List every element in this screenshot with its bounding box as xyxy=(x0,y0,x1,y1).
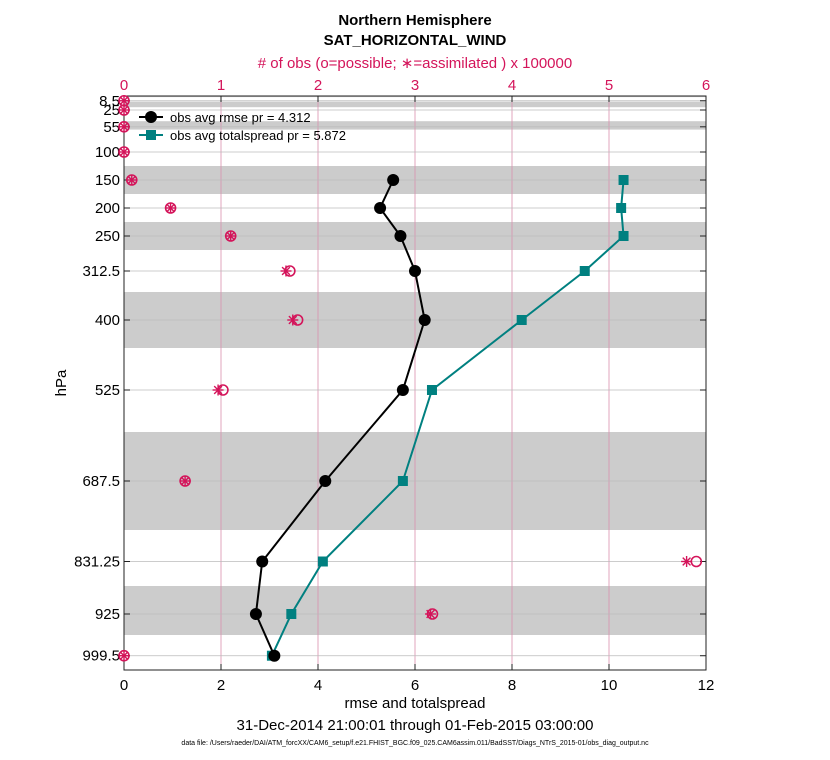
obs-assimilated-9 xyxy=(212,384,224,396)
x-tick-label-0: 0 xyxy=(120,677,128,694)
top-tick-label-1: 1 xyxy=(217,77,225,94)
y-tick-label-8: 400 xyxy=(95,312,120,329)
y-tick-label-13: 999.5 xyxy=(82,648,120,665)
legend-spread-label: obs avg totalspread pr = 5.872 xyxy=(170,128,346,143)
obs-assimilated-6 xyxy=(225,230,237,242)
asterisk-stroke xyxy=(281,266,291,276)
x-axis-label: rmse and totalspread xyxy=(345,695,486,712)
legend-spread-marker xyxy=(146,130,156,140)
asterisk-stroke xyxy=(127,175,137,185)
x-tick-label-6: 12 xyxy=(698,677,715,694)
asterisk-stroke xyxy=(426,609,435,619)
obs-assimilated-5 xyxy=(165,202,177,214)
rmse-point-8 xyxy=(249,608,262,620)
top-tick-label-3: 3 xyxy=(411,77,419,94)
rmse-point-0 xyxy=(387,174,400,186)
y-tick-label-11: 831.25 xyxy=(74,554,120,571)
rmse-point-1 xyxy=(374,202,387,214)
top-axis-label: # of obs (o=possible; ∗=assimilated ) x … xyxy=(258,55,572,72)
obs-assimilated-3 xyxy=(118,146,130,158)
spread-point-8 xyxy=(286,609,297,619)
obs-assimilated-13 xyxy=(118,650,130,662)
asterisk-stroke xyxy=(226,231,236,241)
spread-line xyxy=(271,179,625,657)
y-tick-label-10: 687.5 xyxy=(82,473,120,490)
y-tick-label-1: 25 xyxy=(103,102,120,119)
spread-point-0 xyxy=(618,175,629,185)
y-tick-label-7: 312.5 xyxy=(82,263,120,280)
y-tick-label-5: 200 xyxy=(95,200,120,217)
asterisk-stroke xyxy=(119,147,129,157)
obs-counts xyxy=(118,94,703,662)
legend-rmse-marker xyxy=(145,111,157,123)
spread-point-3 xyxy=(579,266,590,276)
top-tick-label-2: 2 xyxy=(314,77,322,94)
y-tick-label-2: 55 xyxy=(103,119,120,136)
spread-point-1 xyxy=(616,203,627,213)
spread-point-4 xyxy=(516,315,527,325)
legend: obs avg rmse pr = 4.312 obs avg totalspr… xyxy=(139,110,346,143)
asterisk-stroke xyxy=(119,651,129,661)
asterisk-stroke xyxy=(180,476,190,486)
top-tick-label-5: 5 xyxy=(605,77,613,94)
y-axis-label: hPa xyxy=(53,369,70,396)
obs-assimilated-11 xyxy=(681,556,693,567)
x-tick-label-1: 2 xyxy=(217,677,225,694)
rmse-point-7 xyxy=(256,555,269,568)
data-series xyxy=(249,174,629,662)
y-tick-label-6: 250 xyxy=(95,228,120,245)
x-tick-label-2: 4 xyxy=(314,677,322,694)
asterisk-stroke xyxy=(166,203,175,213)
top-tick-label-4: 4 xyxy=(508,77,516,94)
asterisk-stroke xyxy=(682,557,691,566)
asterisk-stroke xyxy=(119,96,129,106)
obs-assimilated-4 xyxy=(126,174,138,186)
y-tick-label-12: 925 xyxy=(95,606,120,623)
x-tick-label-4: 8 xyxy=(508,677,516,694)
spread-point-7 xyxy=(317,556,328,567)
rmse-point-2 xyxy=(394,230,407,242)
rmse-line xyxy=(254,179,426,657)
obs-assimilated-1 xyxy=(118,104,130,116)
obs-assimilated-10 xyxy=(179,475,191,487)
x-tick-label-3: 6 xyxy=(411,677,419,694)
y-tick-label-9: 525 xyxy=(95,382,120,399)
spread-point-6 xyxy=(397,476,408,486)
obs-assimilated-8 xyxy=(287,314,299,326)
legend-rmse-label: obs avg rmse pr = 4.312 xyxy=(170,110,311,125)
rmse-point-9 xyxy=(268,649,281,662)
chart-subtitle: SAT_HORIZONTAL_WIND xyxy=(324,32,507,49)
top-tick-label-6: 6 xyxy=(702,77,710,94)
x-tick-label-5: 10 xyxy=(601,677,618,694)
rmse-point-5 xyxy=(396,384,409,396)
y-tick-label-3: 100 xyxy=(95,144,120,161)
spread-point-2 xyxy=(618,231,629,241)
rmse-point-6 xyxy=(319,475,332,487)
obs-assimilated-7 xyxy=(280,265,292,277)
rmse-point-3 xyxy=(409,265,421,277)
date-range: 31-Dec-2014 21:00:01 through 01-Feb-2015… xyxy=(237,717,594,734)
y-tick-label-0: 8.5 xyxy=(99,93,120,110)
asterisk-stroke xyxy=(119,122,129,132)
rmse-point-4 xyxy=(418,314,431,326)
asterisk-stroke xyxy=(213,385,223,395)
obs-assimilated-2 xyxy=(118,121,130,133)
spread-point-5 xyxy=(426,385,437,395)
y-tick-label-4: 150 xyxy=(95,172,120,189)
chart-title: Northern Hemisphere xyxy=(338,12,491,29)
asterisk-stroke xyxy=(288,315,298,325)
asterisk-stroke xyxy=(119,105,129,115)
top-tick-label-0: 0 xyxy=(120,77,128,94)
obs-assimilated-12 xyxy=(425,608,437,620)
data-file-note: data file: /Users/raeder/DAI/ATM_forcXX/… xyxy=(181,740,649,747)
axes: 0 2 4 6 8 10 120 1 2 3 4 5 68.52555100150200250312.5… xyxy=(74,77,714,694)
